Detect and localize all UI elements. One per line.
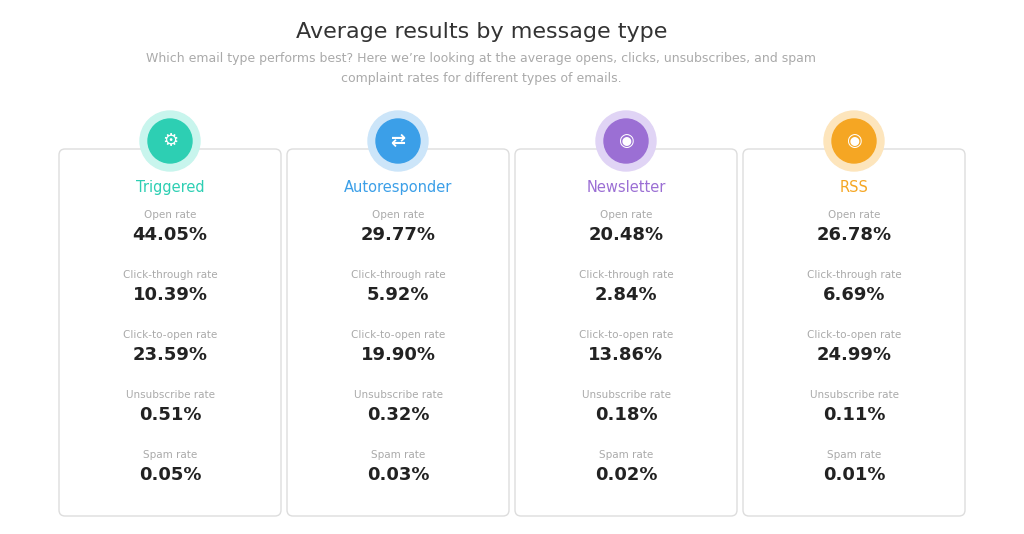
Circle shape [596, 111, 656, 171]
Text: Open rate: Open rate [143, 210, 197, 220]
Text: 23.59%: 23.59% [132, 346, 208, 364]
Text: Click-through rate: Click-through rate [123, 270, 217, 280]
Text: Click-to-open rate: Click-to-open rate [351, 330, 445, 340]
Circle shape [148, 119, 193, 163]
Text: 0.02%: 0.02% [595, 466, 657, 484]
Text: 0.03%: 0.03% [367, 466, 429, 484]
FancyBboxPatch shape [59, 149, 281, 516]
Text: 20.48%: 20.48% [589, 226, 664, 244]
Text: 29.77%: 29.77% [360, 226, 435, 244]
Text: 13.86%: 13.86% [589, 346, 664, 364]
Text: Click-through rate: Click-through rate [807, 270, 901, 280]
Text: 0.18%: 0.18% [595, 406, 657, 424]
Circle shape [824, 111, 884, 171]
Text: RSS: RSS [840, 180, 868, 195]
Text: ◉: ◉ [618, 132, 634, 150]
Text: ◉: ◉ [846, 132, 862, 150]
Text: Triggered: Triggered [136, 180, 205, 195]
Text: Spam rate: Spam rate [599, 450, 653, 460]
FancyBboxPatch shape [743, 149, 965, 516]
Text: Autoresponder: Autoresponder [344, 180, 453, 195]
Text: Unsubscribe rate: Unsubscribe rate [582, 390, 671, 400]
Text: 0.11%: 0.11% [822, 406, 886, 424]
Text: Click-to-open rate: Click-to-open rate [579, 330, 673, 340]
Text: 0.05%: 0.05% [138, 466, 202, 484]
Text: 6.69%: 6.69% [822, 286, 886, 304]
Text: Open rate: Open rate [600, 210, 652, 220]
Text: 5.92%: 5.92% [367, 286, 429, 304]
Text: Open rate: Open rate [372, 210, 424, 220]
Circle shape [368, 111, 428, 171]
Text: 26.78%: 26.78% [816, 226, 892, 244]
Circle shape [831, 119, 876, 163]
Text: Click-to-open rate: Click-to-open rate [807, 330, 901, 340]
FancyBboxPatch shape [287, 149, 509, 516]
Text: 24.99%: 24.99% [816, 346, 892, 364]
Text: Open rate: Open rate [827, 210, 881, 220]
Text: Unsubscribe rate: Unsubscribe rate [126, 390, 214, 400]
Text: Unsubscribe rate: Unsubscribe rate [810, 390, 898, 400]
Text: Spam rate: Spam rate [371, 450, 425, 460]
Circle shape [604, 119, 648, 163]
Text: 0.51%: 0.51% [138, 406, 202, 424]
Text: Click-to-open rate: Click-to-open rate [123, 330, 217, 340]
Text: 19.90%: 19.90% [360, 346, 435, 364]
Text: Click-through rate: Click-through rate [350, 270, 445, 280]
Text: Average results by message type: Average results by message type [296, 22, 667, 42]
Circle shape [376, 119, 420, 163]
Text: ⚙: ⚙ [162, 132, 178, 150]
Text: Unsubscribe rate: Unsubscribe rate [353, 390, 442, 400]
Text: Spam rate: Spam rate [143, 450, 198, 460]
Text: 10.39%: 10.39% [132, 286, 208, 304]
Text: 0.32%: 0.32% [367, 406, 429, 424]
FancyBboxPatch shape [515, 149, 737, 516]
Text: Click-through rate: Click-through rate [579, 270, 674, 280]
Text: Newsletter: Newsletter [587, 180, 666, 195]
Circle shape [140, 111, 200, 171]
Text: Spam rate: Spam rate [826, 450, 881, 460]
Text: 0.01%: 0.01% [822, 466, 886, 484]
Text: 44.05%: 44.05% [132, 226, 208, 244]
Text: ⇄: ⇄ [390, 132, 406, 150]
Text: Which email type performs best? Here we’re looking at the average opens, clicks,: Which email type performs best? Here we’… [146, 52, 816, 85]
Text: 2.84%: 2.84% [595, 286, 657, 304]
